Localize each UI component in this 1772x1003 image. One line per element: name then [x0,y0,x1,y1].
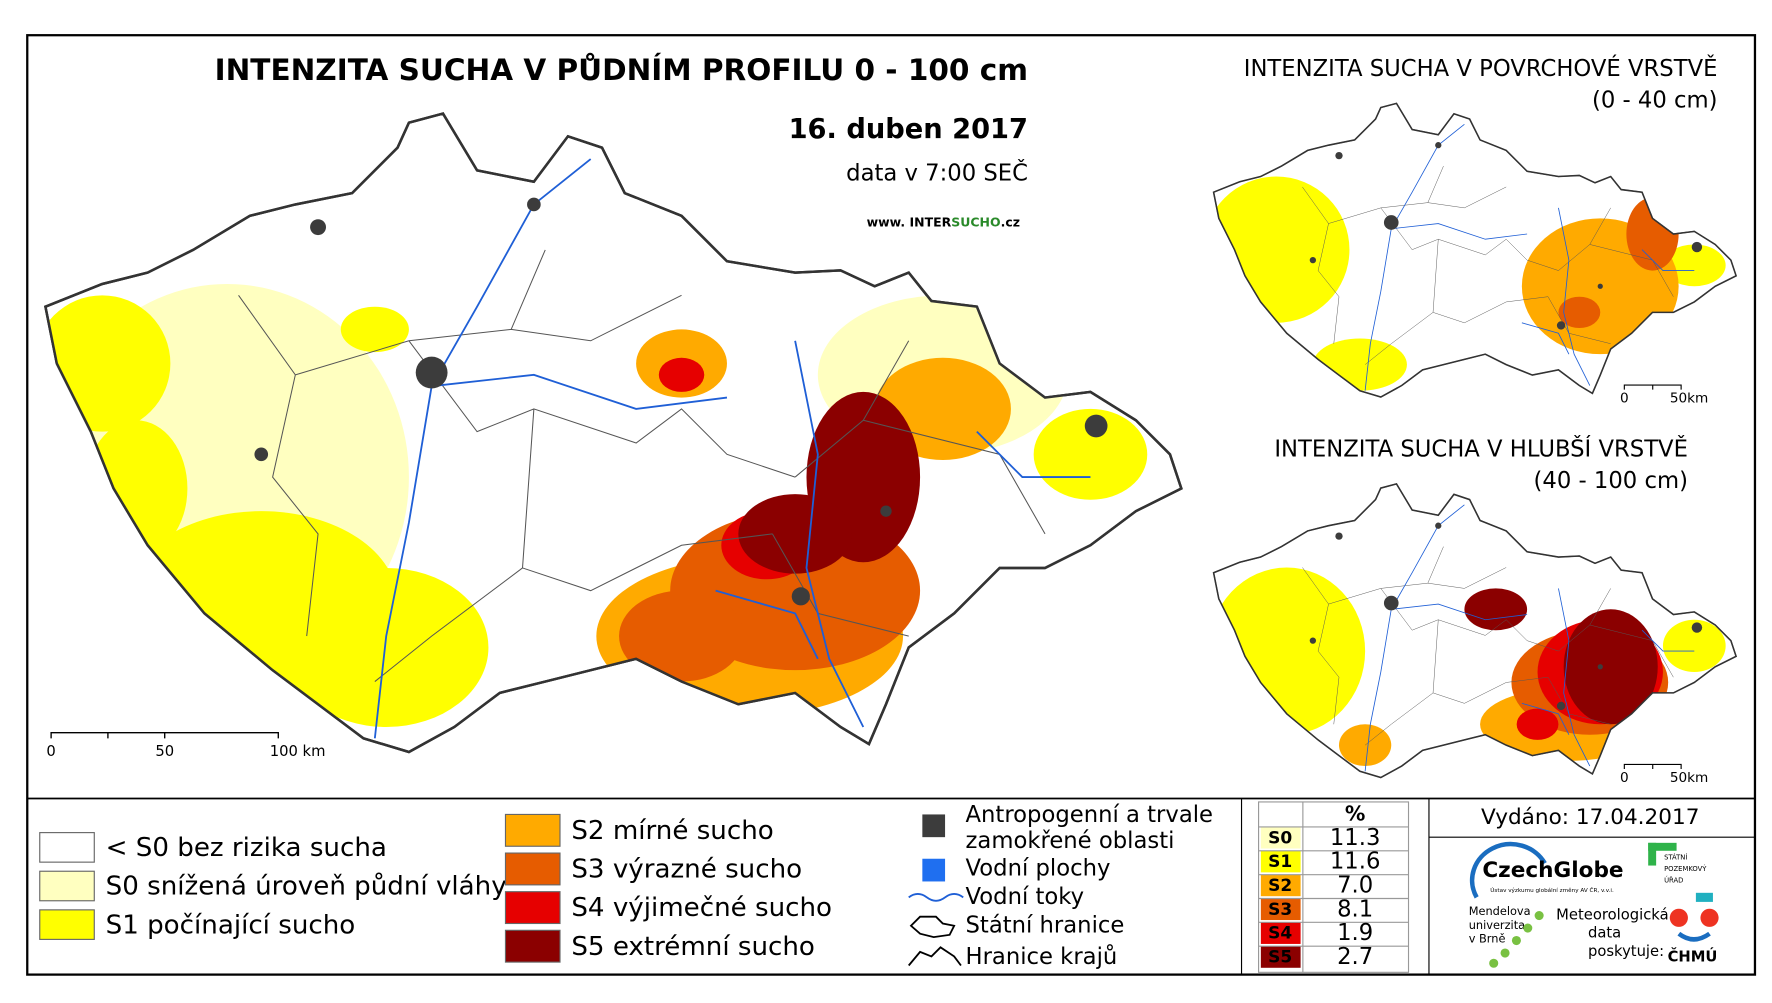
feature-label: Vodní plochy [966,855,1111,881]
drought-area [738,494,852,574]
table-value: 11.3 [1330,825,1381,851]
drought-area [1558,296,1601,329]
inset-map-top [1212,102,1737,398]
scale-label: 50km [1670,391,1709,407]
logo-meteo: Meteorologická [1556,907,1668,924]
table-code: S1 [1268,852,1292,872]
logo-czechglobe: CzechGlobe [1482,858,1623,883]
legend-swatch [39,832,95,863]
feature-label: Státní hranice [966,912,1125,938]
legend-label: S4 výjimečné sucho [571,893,832,923]
drought-area [1516,708,1559,740]
inset-subtitle: (40 - 100 cm) [1534,468,1688,494]
table-code: S0 [1268,828,1292,848]
website: www. INTERSUCHO.cz [867,214,1020,229]
feature-label: Hranice krajů [966,943,1118,970]
drought-area [658,357,705,392]
legend-label: S0 snížená úroveň půdní vláhy [106,872,507,902]
logo-czechglobe-sub: Ústav výzkumu globální změny AV ČR, v.v.… [1490,887,1614,894]
frame [26,34,1757,976]
inset-title: INTENZITA SUCHA V POVRCHOVÉ VRSTVĚ [1244,54,1718,82]
logos: CzechGlobe Ústav výzkumu globální změny … [1469,841,1719,968]
date: 16. duben 2017 [789,114,1028,145]
drought-area [1213,567,1366,735]
table-code-cell [1260,946,1301,968]
legend-features: Antropogenní a trvale zamokřené oblasti … [908,802,1214,970]
table-code: S2 [1268,876,1292,896]
legend-swatch [504,813,561,847]
drought-area [1464,588,1528,631]
drought-area [85,420,188,557]
table-value: 11.6 [1330,849,1381,875]
legend-swatch [504,929,561,963]
table-code-cell [1260,898,1301,921]
drought-area [619,590,745,682]
drought-area [45,295,171,432]
table-value: 1.9 [1337,920,1373,946]
table-code-cell [1260,826,1301,849]
scale-label: 0 [1620,391,1629,407]
table-value: 8.1 [1337,896,1373,922]
drought-area [340,306,409,353]
scale-label: 0 [1620,770,1629,786]
table-code: S3 [1268,900,1292,920]
legend-swatch [39,909,95,940]
table-value: 2.7 [1337,944,1373,970]
scale-label: 0 [46,743,55,760]
table-code-cell [1260,922,1301,944]
drought-area [283,567,489,727]
legend-label: S3 výrazné sucho [571,855,802,885]
feature-label: zamokřené oblasti [966,828,1175,854]
inset-subtitle: (0 - 40 cm) [1592,88,1718,114]
table-code: S4 [1268,924,1292,944]
drought-area [1213,176,1350,323]
table-value: 7.0 [1337,873,1373,899]
drought-area [1312,338,1407,391]
legend-classes: < S0 bez rizika sucha S0 snížená úroveň p… [39,813,832,963]
scale-label: 50km [1670,770,1709,786]
legend-label: S2 mírné sucho [571,816,773,846]
feature-label: Antropogenní a trvale [966,802,1214,828]
time: data v 7:00 SEČ [846,158,1028,186]
logo-spu: STÁTNÍ [1664,853,1687,862]
issued: Vydáno: 17.04.2017 [1481,805,1699,830]
legend-label: < S0 bez rizika sucha [106,833,387,863]
drought-area [1662,244,1726,287]
main-title: INTENZITA SUCHA V PŮDNÍM PROFILU 0 - 100… [215,51,1028,87]
scale-label: 100 km [270,743,326,760]
legend-label: S1 počínající sucho [106,910,356,940]
table-code-cell [1260,850,1301,873]
inset-title: INTENZITA SUCHA V HLUBŠÍ VRSTVĚ [1274,434,1688,462]
legend-swatch [504,891,561,925]
legend-swatch [504,852,561,886]
legend-label: S5 extrémní sucho [571,932,815,962]
logo-chmu: ČHMÚ [1668,948,1718,966]
logo-spu: ÚŘAD [1664,875,1683,884]
table-code: S5 [1268,948,1292,968]
table-code-cell [1260,874,1301,897]
inset-map-bottom [1212,483,1737,779]
logo-meteo: poskytuje: [1588,943,1664,960]
logo-meteo: data [1588,925,1621,942]
main-map: 0 50 100 km [44,112,1183,760]
table-header: % [1345,801,1365,825]
drought-area [1563,609,1658,725]
logo-mendelu: Mendelova [1469,904,1531,918]
drought-area [1662,619,1726,672]
scale-label: 50 [155,743,174,760]
logo-spu: POZEMKOVÝ [1664,864,1707,873]
feature-label: Vodní toky [966,884,1085,910]
stats-table: % S0 11.3 S1 11.6 S2 7.0 S3 8.1 S4 1.9 S5 2.7 [1258,801,1410,973]
logo-mendelu: v Brně [1469,931,1506,945]
logo-mendelu: univerzita [1469,918,1525,932]
legend-swatch [39,870,95,902]
